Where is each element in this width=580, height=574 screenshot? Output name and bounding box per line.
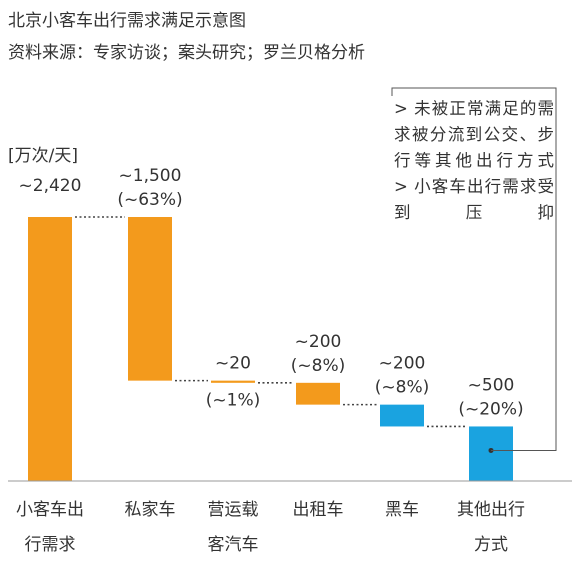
share-label: (~8%)	[291, 356, 345, 376]
bar	[128, 217, 172, 381]
bar	[380, 404, 424, 427]
share-label: (~1%)	[206, 391, 260, 411]
category-label: 客汽车	[208, 535, 259, 555]
connectors-layer	[75, 216, 466, 428]
data-label: ~20	[215, 354, 251, 374]
data-label: ~200	[295, 332, 342, 352]
bar	[296, 382, 340, 405]
category-label: 营运载	[208, 500, 259, 520]
annotation-notes: > 未被正常满足的需求被分流到公交、步行等其他出行方式 > 小客车出行需求受到压…	[394, 96, 554, 226]
category-label: 出租车	[293, 500, 344, 520]
chart-source: 资料来源：专家访谈；案头研究；罗兰贝格分析	[8, 43, 365, 63]
bar	[28, 217, 72, 481]
bar	[211, 380, 255, 383]
annotation-note: > 未被正常满足的需求被分流到公交、步行等其他出行方式	[394, 99, 554, 170]
category-label: 方式	[474, 535, 508, 555]
share-label: (~63%)	[117, 190, 182, 210]
category-label: 行需求	[25, 535, 76, 555]
chart-title: 北京小客车出行需求满足示意图	[8, 11, 246, 31]
bar	[469, 426, 513, 481]
annotation-note: > 小客车出行需求受到压抑	[394, 177, 554, 222]
category-label: 私家车	[125, 500, 176, 520]
data-label: ~1,500	[119, 166, 182, 186]
data-label: ~2,420	[19, 176, 82, 196]
share-label: (~20%)	[458, 399, 523, 419]
labels-layer: ~2,420 ~1,500 (~63%) ~20 (~1%) ~200 (~8%) ~200 (…	[19, 166, 524, 419]
unit-label: [万次/天]	[8, 146, 78, 166]
category-label: 黑车	[385, 500, 419, 520]
share-label: (~8%)	[375, 378, 429, 398]
callout-line	[391, 87, 557, 451]
data-label: ~200	[379, 354, 426, 374]
bars-layer	[28, 217, 513, 481]
callout-bracket	[391, 87, 557, 453]
data-label: ~500	[468, 375, 515, 395]
category-label: 其他出行	[457, 500, 525, 520]
category-label: 小客车出	[16, 500, 84, 520]
